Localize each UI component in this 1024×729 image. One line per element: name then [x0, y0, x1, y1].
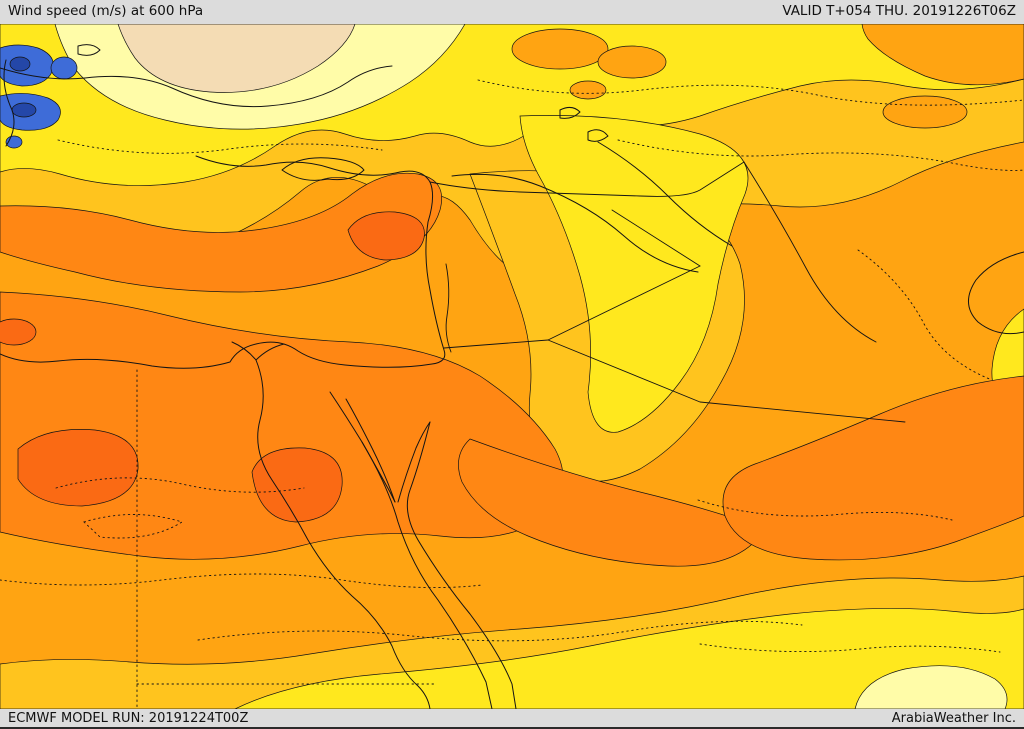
pale-patch-bottom-right	[854, 665, 1008, 709]
mediterranean-coast	[0, 155, 446, 369]
marmara-sea	[77, 44, 101, 56]
contour-dotted-3	[55, 477, 305, 493]
border-syria-iraq	[611, 209, 701, 267]
contour-dotted-8	[57, 139, 383, 154]
model-run-label: ECMWF MODEL RUN: 20191224T00Z	[8, 710, 249, 726]
footer-bar: ECMWF MODEL RUN: 20191224T00Z ArabiaWeat…	[0, 709, 1024, 729]
dark-orange-tail-center	[458, 438, 766, 567]
black-sea-coast	[0, 65, 393, 108]
persian-gulf-head	[968, 251, 1024, 335]
cyprus-island	[281, 157, 365, 181]
contour-fills	[0, 24, 1024, 709]
gulf-of-aqaba	[397, 421, 431, 503]
dark-orange-streak-nw	[0, 172, 442, 293]
border-turkey-syria	[429, 161, 745, 197]
map-canvas	[0, 24, 1024, 709]
sinai-west-shore	[345, 398, 396, 503]
map-title: Wind speed (m/s) at 600 hPa	[8, 3, 204, 20]
red-sea-african-shore	[361, 441, 493, 709]
nile-delta-branch-west	[231, 341, 257, 361]
cream-core-anatolia	[117, 24, 356, 93]
red-orange-cores	[0, 211, 425, 523]
jordan-river-dead-sea	[445, 263, 452, 353]
contour-dotted-loop	[83, 514, 184, 539]
nile-river	[255, 359, 431, 709]
contour-dotted-5	[197, 620, 803, 642]
contour-dotted-4	[0, 573, 483, 589]
contour-dotted-2	[617, 139, 1024, 171]
euphrates-river	[451, 173, 699, 273]
dark-orange-band-east	[722, 375, 1024, 561]
lake-small	[587, 129, 609, 142]
nile-delta-branch-east	[255, 343, 285, 361]
contour-dotted-1	[477, 79, 1024, 106]
credit-label: ArabiaWeather Inc.	[891, 710, 1016, 726]
contour-dotted-6	[857, 249, 993, 381]
border-iraq-iran	[743, 161, 877, 343]
border-saudi-iraq	[547, 339, 906, 423]
lake-tuz	[559, 106, 581, 119]
blue-wind-maxima	[0, 44, 78, 149]
dotted-lines	[0, 79, 1024, 709]
wind-speed-map	[0, 24, 1024, 709]
aegean-coast	[3, 59, 15, 147]
contour-dotted-9	[699, 643, 1001, 653]
contour-dotted-7	[697, 499, 953, 521]
red-sea-arabian-shore	[406, 421, 517, 709]
border-iraq-jordan	[547, 265, 701, 341]
border-jordan-saudi	[443, 339, 549, 349]
yellow-corridor-center	[519, 115, 749, 433]
valid-time-label: VALID T+054 THU. 20191226T06Z	[782, 3, 1016, 20]
country-borders	[429, 161, 906, 423]
orange-accents	[511, 24, 1024, 129]
header-bar: Wind speed (m/s) at 600 hPa VALID T+054 …	[0, 0, 1024, 24]
